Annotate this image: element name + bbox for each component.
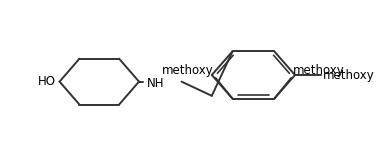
Text: methoxy: methoxy (162, 64, 214, 77)
Text: methoxy: methoxy (293, 64, 345, 77)
Text: HO: HO (38, 75, 56, 88)
Text: NH: NH (147, 77, 164, 90)
Text: methoxy: methoxy (323, 69, 375, 81)
